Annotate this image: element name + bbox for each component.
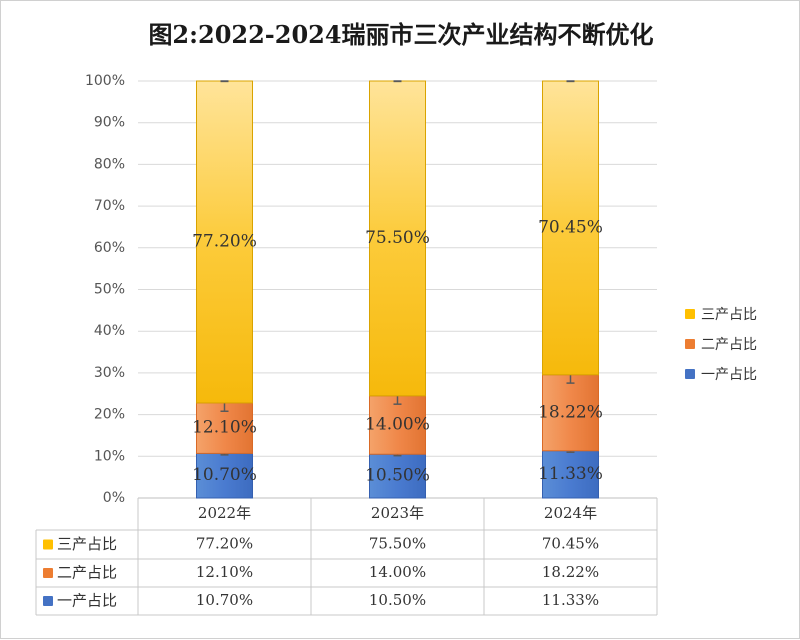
- y-tick-label: 80%: [94, 156, 125, 172]
- data-label-tertiary: 77.20%: [192, 231, 257, 251]
- y-tick-label: 60%: [94, 240, 125, 256]
- y-tick-label: 30%: [94, 365, 125, 381]
- data-label-primary: 10.70%: [192, 465, 257, 485]
- y-tick-label: 20%: [94, 407, 125, 423]
- table-cell: 77.20%: [196, 535, 253, 553]
- data-label-primary: 10.50%: [365, 466, 430, 486]
- legend-item-secondary: 二产占比: [685, 329, 757, 359]
- data-label-secondary: 14.00%: [365, 415, 430, 435]
- legend-label-secondary: 二产占比: [701, 334, 757, 354]
- data-label-secondary: 18.22%: [538, 402, 603, 422]
- legend-swatch-tertiary: [685, 309, 695, 319]
- legend-item-primary: 一产占比: [685, 359, 757, 389]
- table-cell: 10.70%: [196, 591, 253, 609]
- y-tick-label: 10%: [94, 448, 125, 464]
- table-cell: 12.10%: [196, 563, 253, 581]
- data-label-secondary: 12.10%: [192, 418, 257, 438]
- table-cell: 11.33%: [542, 591, 599, 609]
- table-cell: 70.45%: [542, 535, 599, 553]
- table-row-label-primary: 一产占比: [57, 592, 117, 610]
- table-swatch-secondary: [43, 568, 53, 578]
- data-label-tertiary: 75.50%: [365, 228, 430, 248]
- legend: 三产占比 二产占比 一产占比: [685, 299, 757, 389]
- y-tick-label: 90%: [94, 115, 125, 131]
- y-tick-label: 50%: [94, 282, 125, 298]
- y-tick-label: 0%: [103, 490, 125, 506]
- data-label-primary: 11.33%: [538, 464, 603, 484]
- legend-item-tertiary: 三产占比: [685, 299, 757, 329]
- table-row-label-tertiary: 三产占比: [57, 535, 117, 553]
- legend-label-primary: 一产占比: [701, 364, 757, 384]
- table-swatch-primary: [43, 596, 53, 606]
- table-header-category: 2023年: [371, 504, 424, 522]
- legend-swatch-secondary: [685, 339, 695, 349]
- table-cell: 18.22%: [542, 563, 599, 581]
- y-axis-ticks: 0% 10% 20% 30% 40% 50% 60% 70% 80% 90% 100%: [85, 73, 125, 506]
- table-cell: 14.00%: [369, 563, 426, 581]
- y-tick-label: 70%: [94, 198, 125, 214]
- table-swatch-tertiary: [43, 540, 53, 550]
- y-tick-label: 100%: [85, 73, 125, 89]
- legend-label-tertiary: 三产占比: [701, 304, 757, 324]
- table-cell: 75.50%: [369, 535, 426, 553]
- table-cell: 10.50%: [369, 591, 426, 609]
- legend-swatch-primary: [685, 369, 695, 379]
- table-row-label-secondary: 二产占比: [57, 564, 117, 582]
- table-header-category: 2024年: [544, 504, 597, 522]
- y-tick-label: 40%: [94, 323, 125, 339]
- data-label-tertiary: 70.45%: [538, 217, 603, 237]
- table-header-category: 2022年: [198, 504, 251, 522]
